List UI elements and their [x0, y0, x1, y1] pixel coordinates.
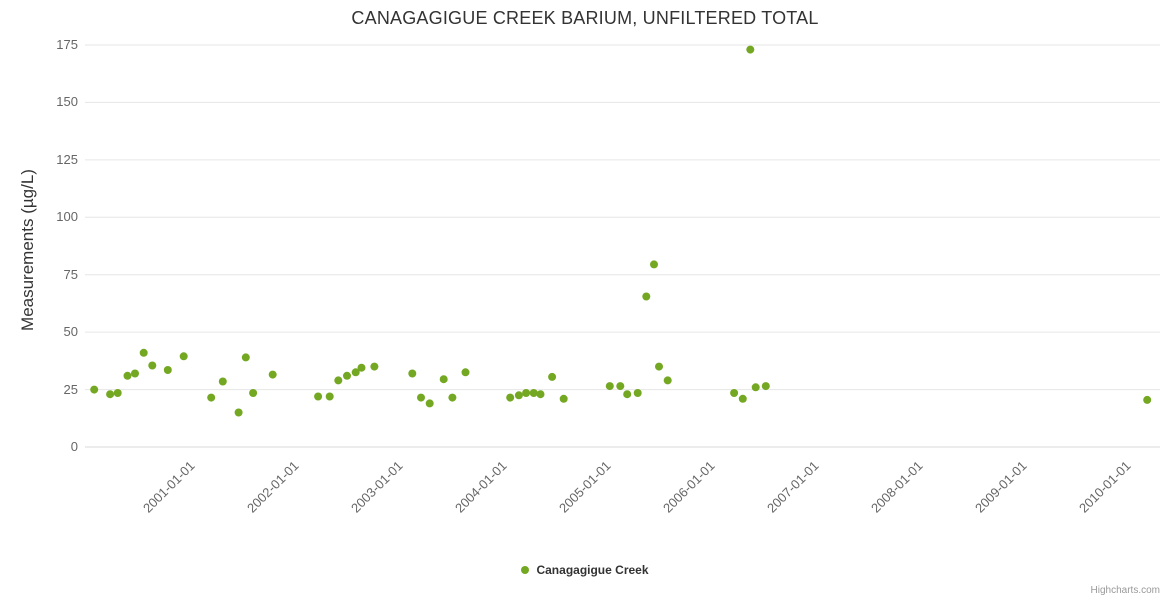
y-axis-tick-label: 100	[56, 209, 78, 225]
data-point[interactable]	[408, 369, 417, 378]
data-point[interactable]	[506, 393, 515, 402]
data-point[interactable]	[536, 390, 545, 399]
chart-title: CANAGAGIGUE CREEK BARIUM, UNFILTERED TOT…	[351, 8, 819, 28]
data-point[interactable]	[343, 371, 351, 380]
y-axis-tick-label: 25	[63, 381, 78, 397]
data-point[interactable]	[334, 376, 343, 385]
legend-marker-icon	[521, 566, 530, 574]
data-point[interactable]	[314, 392, 323, 401]
y-axis-tick-label: 175	[56, 37, 78, 52]
data-point[interactable]	[370, 362, 379, 371]
data-point[interactable]	[461, 368, 470, 377]
data-point[interactable]	[642, 292, 651, 301]
y-axis-tick-label: 75	[63, 266, 78, 282]
data-point[interactable]	[241, 353, 250, 362]
data-point[interactable]	[623, 390, 632, 399]
data-point[interactable]	[655, 362, 663, 371]
data-point[interactable]	[139, 348, 148, 357]
data-point[interactable]	[268, 370, 277, 379]
data-point[interactable]	[448, 393, 457, 402]
legend-item-canagagigue-creek[interactable]: Canagagigue Creek	[0, 563, 1170, 577]
data-point[interactable]	[529, 389, 538, 397]
data-point[interactable]	[218, 377, 227, 386]
y-axis-labels: 0 25 50 75 100 125 150 175	[0, 0, 78, 600]
data-point[interactable]	[730, 389, 739, 397]
data-point[interactable]	[522, 389, 531, 397]
data-point[interactable]	[514, 391, 523, 400]
data-point[interactable]	[650, 260, 658, 269]
data-point[interactable]	[249, 389, 258, 397]
data-point[interactable]	[207, 393, 216, 402]
highcharts-credits-link[interactable]: Highcharts.com	[1090, 585, 1160, 596]
data-point[interactable]	[351, 368, 360, 377]
data-point[interactable]	[663, 376, 672, 385]
data-point[interactable]	[123, 371, 132, 380]
data-point[interactable]	[131, 369, 139, 378]
data-point[interactable]	[761, 382, 770, 391]
data-point[interactable]	[417, 393, 425, 402]
data-point[interactable]	[605, 382, 614, 391]
data-point[interactable]	[234, 408, 243, 417]
legend-label: Canagagigue Creek	[536, 563, 649, 577]
data-point[interactable]	[616, 382, 625, 391]
data-point[interactable]	[425, 399, 434, 408]
data-point[interactable]	[1143, 395, 1152, 404]
y-axis-tick-label: 125	[56, 151, 78, 167]
y-axis-tick-label: 50	[63, 324, 78, 340]
y-axis-tick-label: 0	[70, 439, 78, 454]
data-point[interactable]	[548, 372, 557, 381]
data-point[interactable]	[559, 394, 568, 403]
data-point[interactable]	[113, 389, 122, 397]
data-point[interactable]	[751, 383, 760, 392]
data-point[interactable]	[738, 394, 747, 403]
data-point[interactable]	[746, 45, 755, 54]
data-point[interactable]	[163, 366, 172, 374]
data-point[interactable]	[90, 385, 99, 394]
data-point[interactable]	[357, 363, 366, 372]
data-point[interactable]	[179, 352, 188, 361]
data-point[interactable]	[148, 361, 157, 370]
data-point[interactable]	[106, 390, 115, 399]
y-axis-tick-label: 150	[56, 94, 78, 110]
data-point[interactable]	[439, 375, 448, 384]
data-point[interactable]	[325, 392, 334, 401]
data-point[interactable]	[633, 389, 642, 397]
